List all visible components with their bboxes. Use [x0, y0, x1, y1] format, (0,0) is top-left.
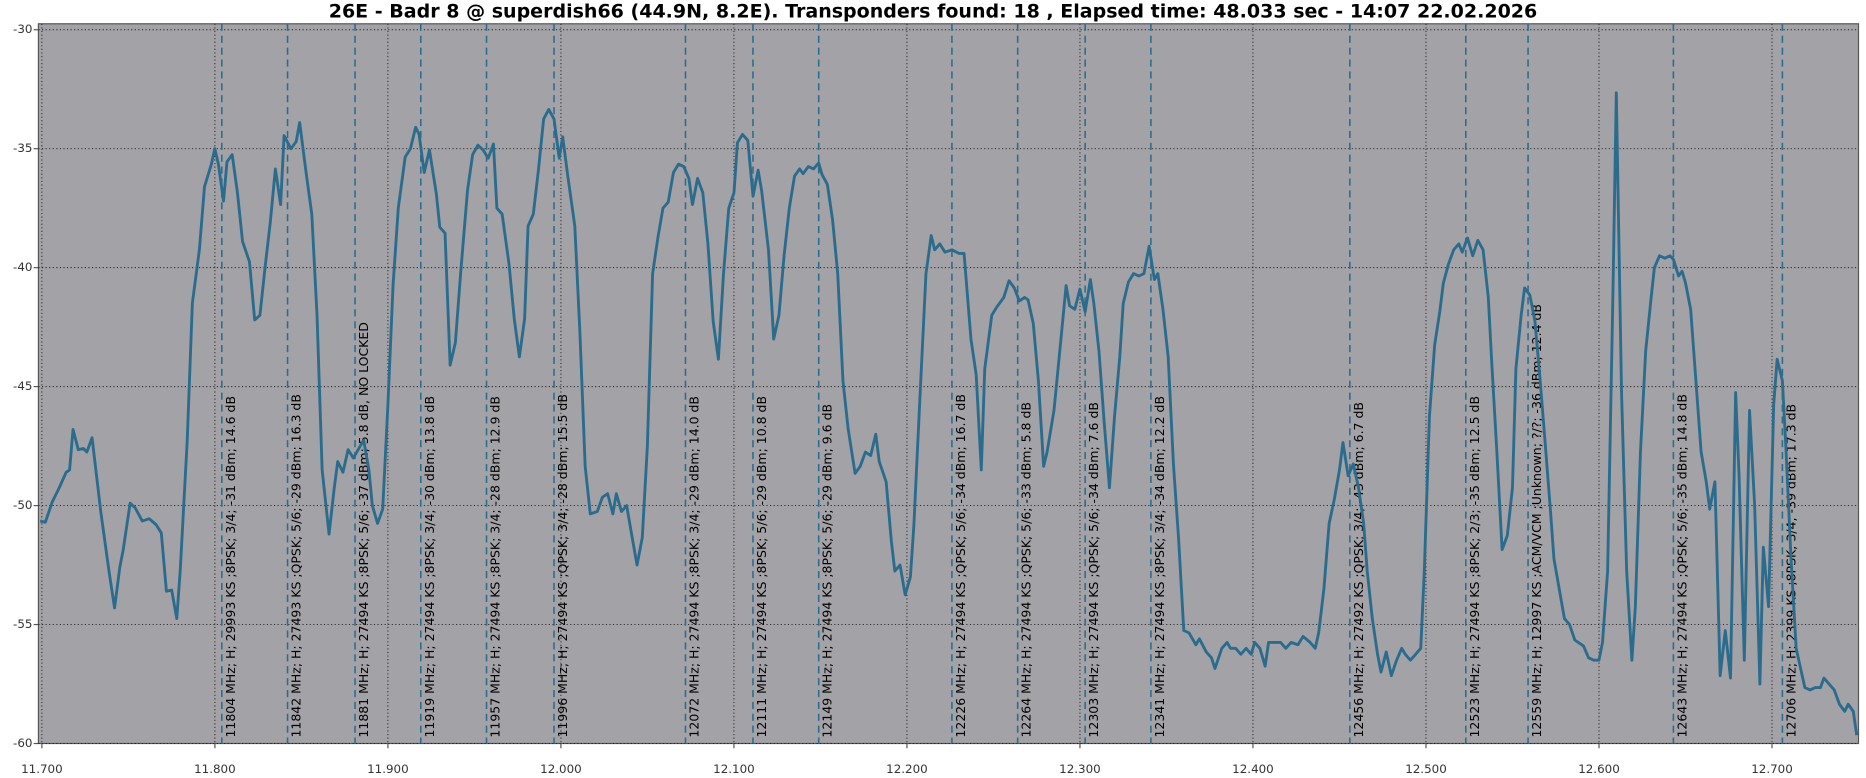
x-tick-label: 12.000: [540, 762, 582, 776]
x-tick-label: 12.500: [1405, 762, 1447, 776]
y-tick-label: -55: [13, 617, 32, 631]
transponder-label: 12341 MHz; H; 27494 KS ;8PSK; 3/4; -34 d…: [1152, 396, 1167, 738]
transponder-label: 11957 MHz; H; 27494 KS ;8PSK; 3/4; -28 d…: [488, 396, 503, 738]
x-tick-label: 12.300: [1059, 762, 1101, 776]
transponder-label: 12559 MHz; H; 12997 KS ;ACM/VCM ;Unknown…: [1529, 304, 1544, 738]
transponder-label: 11842 MHz; H; 27493 KS ;QPSK; 5/6; -29 d…: [289, 394, 304, 737]
transponder-label: 12072 MHz; H; 27494 KS ;8PSK; 3/4; -29 d…: [687, 396, 702, 738]
x-tick-label: 12.700: [1751, 762, 1793, 776]
transponder-label: 11804 MHz; H; 29993 KS ;8PSK; 3/4; -31 d…: [223, 396, 238, 738]
transponder-label: 12643 MHz; H; 27494 KS ;QPSK; 5/6; -35 d…: [1674, 394, 1689, 737]
y-tick-label: -40: [13, 260, 32, 274]
plot-area: [37, 23, 1860, 745]
chart-title: 26E - Badr 8 @ superdish66 (44.9N, 8.2E)…: [329, 0, 1538, 22]
y-tick-label: -30: [13, 22, 32, 36]
transponder-label: 11919 MHz; H; 27494 KS ;8PSK; 3/4; -30 d…: [422, 396, 437, 738]
transponder-label: 12264 MHz; H; 27494 KS ;QPSK; 5/6; -33 d…: [1019, 402, 1034, 738]
transponder-label: 11881 MHz; H; 27494 KS ;8PSK; 5/6; -37 d…: [356, 322, 371, 737]
x-tick-label: 11.900: [367, 762, 409, 776]
y-tick-label: -60: [13, 736, 32, 750]
transponder-label: 12303 MHz; H; 27494 KS ;QPSK; 5/6; -34 d…: [1086, 402, 1101, 738]
spectrum-line: [39, 91, 1859, 736]
y-tick-label: -45: [13, 379, 32, 393]
y-tick-label: -50: [13, 498, 32, 512]
transponder-label: 12523 MHz; H; 27494 KS ;8PSK; 2/3; -35 d…: [1467, 396, 1482, 738]
x-tick-label: 12.100: [713, 762, 755, 776]
transponder-label: 12226 MHz; H; 27494 KS ;QPSK; 5/6; -34 d…: [953, 394, 968, 737]
transponder-label: 12111 MHz; H; 27494 KS ;8PSK; 5/6; -29 d…: [754, 396, 769, 738]
x-tick-label: 11.800: [194, 762, 236, 776]
x-tick-label: 12.600: [1578, 762, 1620, 776]
x-tick-label: 12.400: [1232, 762, 1274, 776]
x-tick-label: 11.700: [21, 762, 63, 776]
y-tick-label: -35: [13, 141, 32, 155]
transponder-label: 12456 MHz; H; 27492 KS ;QPSK; 3/4; -43 d…: [1351, 402, 1366, 738]
transponder-label: 11996 MHz; H; 27494 KS ;QPSK; 3/4; -28 d…: [555, 394, 570, 737]
transponder-label: 12149 MHz; H; 27494 KS ;8PSK; 5/6; -29 d…: [820, 404, 835, 738]
x-tick-label: 12.200: [886, 762, 928, 776]
